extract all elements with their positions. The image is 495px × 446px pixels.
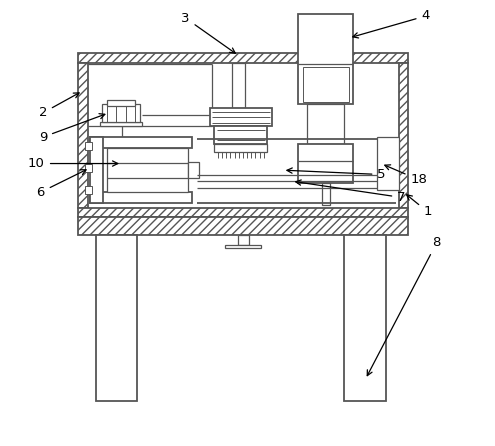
- Text: 5: 5: [287, 168, 386, 181]
- Bar: [90, 192, 193, 203]
- Text: 4: 4: [353, 9, 430, 38]
- Bar: [210, 108, 272, 126]
- Bar: [102, 104, 140, 122]
- Bar: [78, 54, 408, 63]
- Bar: [298, 14, 353, 104]
- Bar: [107, 148, 188, 192]
- Bar: [226, 244, 261, 248]
- Bar: [214, 126, 267, 144]
- Bar: [78, 63, 88, 207]
- Bar: [398, 63, 408, 207]
- Bar: [232, 63, 246, 108]
- Bar: [86, 141, 92, 150]
- Bar: [238, 235, 248, 244]
- Text: 1: 1: [407, 195, 432, 219]
- Text: 2: 2: [39, 93, 79, 120]
- Text: 7: 7: [296, 180, 406, 204]
- Bar: [78, 207, 408, 217]
- Text: 10: 10: [28, 157, 118, 170]
- Text: 3: 3: [182, 12, 235, 53]
- Bar: [307, 104, 345, 144]
- Bar: [90, 137, 193, 148]
- Bar: [86, 164, 92, 172]
- Bar: [302, 66, 349, 102]
- Text: 6: 6: [37, 170, 86, 198]
- Text: 8: 8: [367, 236, 441, 376]
- Text: 18: 18: [385, 165, 427, 186]
- Bar: [345, 235, 386, 401]
- Bar: [110, 154, 134, 159]
- Bar: [214, 144, 267, 152]
- Bar: [377, 137, 398, 190]
- Bar: [322, 183, 330, 205]
- Bar: [78, 217, 408, 235]
- Bar: [298, 144, 353, 183]
- Bar: [188, 162, 199, 178]
- Bar: [86, 186, 92, 194]
- Bar: [106, 99, 135, 106]
- Bar: [90, 137, 103, 203]
- Bar: [96, 235, 138, 401]
- Bar: [100, 122, 142, 126]
- Text: 9: 9: [39, 114, 105, 144]
